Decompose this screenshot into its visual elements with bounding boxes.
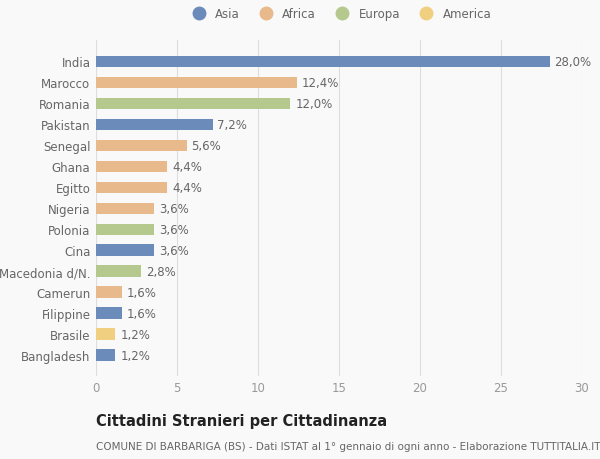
Bar bbox=[96, 329, 115, 340]
Text: 3,6%: 3,6% bbox=[159, 202, 189, 215]
Text: 28,0%: 28,0% bbox=[554, 56, 592, 69]
Text: 1,2%: 1,2% bbox=[120, 349, 150, 362]
Bar bbox=[96, 56, 550, 68]
Legend: Asia, Africa, Europa, America: Asia, Africa, Europa, America bbox=[182, 4, 496, 26]
Text: Cittadini Stranieri per Cittadinanza: Cittadini Stranieri per Cittadinanza bbox=[96, 413, 387, 428]
Text: 3,6%: 3,6% bbox=[159, 223, 189, 236]
Bar bbox=[96, 224, 154, 235]
Text: 12,4%: 12,4% bbox=[302, 77, 339, 90]
Text: 5,6%: 5,6% bbox=[191, 140, 221, 152]
Bar bbox=[96, 245, 154, 257]
Bar bbox=[96, 350, 115, 361]
Text: COMUNE DI BARBARIGA (BS) - Dati ISTAT al 1° gennaio di ogni anno - Elaborazione : COMUNE DI BARBARIGA (BS) - Dati ISTAT al… bbox=[96, 441, 600, 451]
Bar bbox=[96, 308, 122, 319]
Bar bbox=[96, 266, 142, 277]
Bar bbox=[96, 287, 122, 298]
Text: 2,8%: 2,8% bbox=[146, 265, 176, 278]
Bar bbox=[96, 78, 297, 89]
Bar bbox=[96, 161, 167, 173]
Text: 7,2%: 7,2% bbox=[218, 118, 247, 132]
Text: 12,0%: 12,0% bbox=[295, 98, 332, 111]
Text: 4,4%: 4,4% bbox=[172, 181, 202, 195]
Bar bbox=[96, 98, 290, 110]
Bar bbox=[96, 119, 212, 131]
Text: 1,6%: 1,6% bbox=[127, 307, 157, 320]
Text: 1,6%: 1,6% bbox=[127, 286, 157, 299]
Text: 1,2%: 1,2% bbox=[120, 328, 150, 341]
Bar bbox=[96, 203, 154, 215]
Bar bbox=[96, 140, 187, 152]
Text: 4,4%: 4,4% bbox=[172, 161, 202, 174]
Text: 3,6%: 3,6% bbox=[159, 244, 189, 257]
Bar bbox=[96, 182, 167, 194]
